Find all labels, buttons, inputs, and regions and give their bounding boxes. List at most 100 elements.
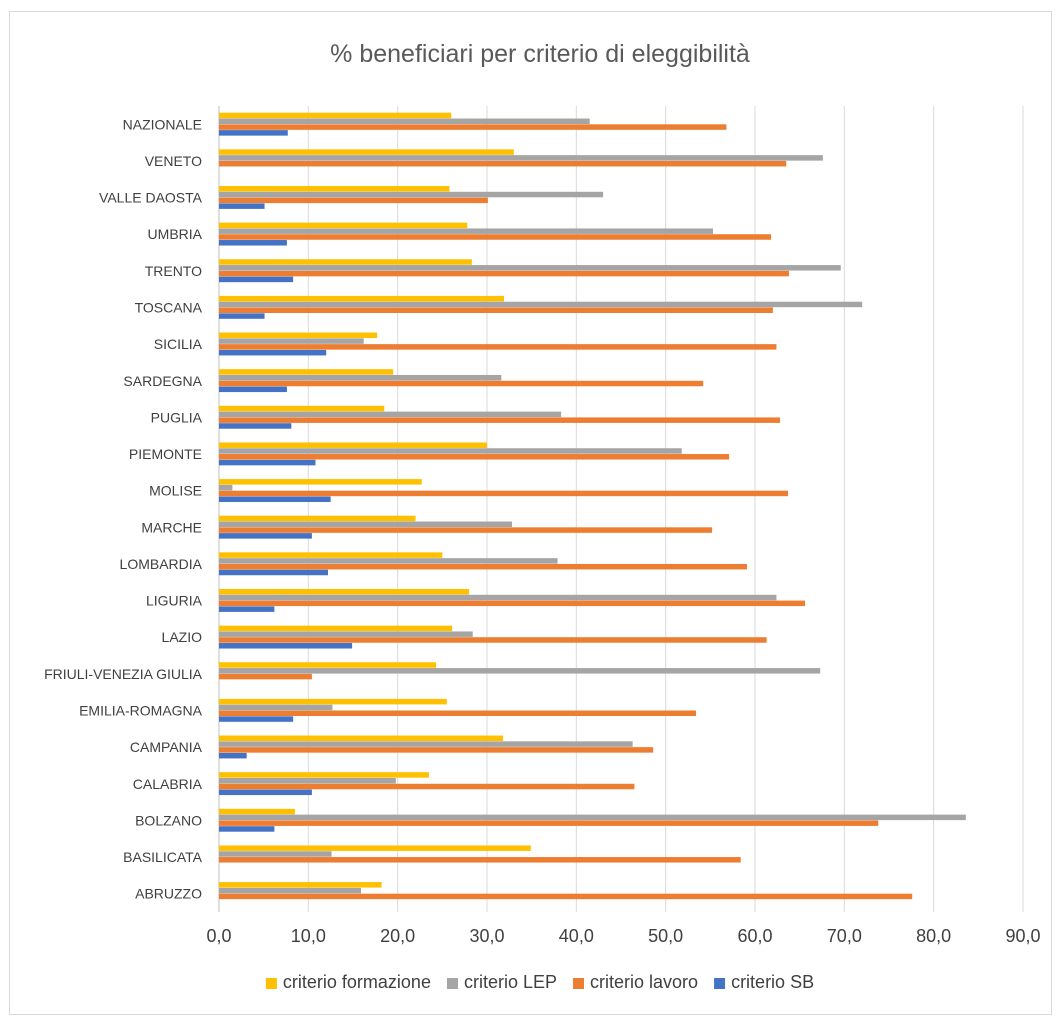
legend-swatch (265, 978, 277, 989)
bar (219, 552, 443, 558)
category-label: LOMBARDIA (120, 556, 203, 572)
bar (219, 826, 275, 832)
bar (219, 332, 378, 339)
category-label: NAZIONALE (123, 116, 202, 132)
x-tick-label: 0,0 (206, 926, 231, 946)
bar (219, 191, 604, 198)
bar (219, 668, 821, 674)
bar (219, 203, 265, 209)
legend-item: criterio formazione (265, 972, 431, 992)
category-label: MARCHE (141, 519, 202, 535)
bar (219, 558, 558, 564)
x-tick-label: 40,0 (559, 926, 594, 946)
bar (219, 155, 823, 161)
x-tick-label: 70,0 (827, 926, 862, 946)
bar (219, 772, 429, 778)
bar (219, 313, 265, 319)
bar (219, 240, 287, 246)
category-label: PUGLIA (151, 409, 203, 425)
bar (219, 197, 488, 204)
category-label: VALLE DAOSTA (99, 190, 203, 206)
category-label: FRIULI-VENEZIA GIULIA (44, 666, 203, 682)
bar (219, 276, 294, 283)
bar (219, 479, 422, 485)
bar (219, 160, 787, 167)
bar (219, 411, 562, 418)
bar (219, 149, 514, 155)
x-tick-label: 80,0 (916, 926, 951, 946)
x-axis-tick-labels: 0,0 10,0 20,0 30,0 40,0 50,0 60,0 70,0 80,0 90,0 (206, 926, 1040, 946)
category-label: PIEMONTE (129, 446, 202, 462)
bar (219, 735, 504, 742)
legend-label: criterio SB (731, 972, 814, 992)
legend-swatch (573, 978, 585, 989)
bar (219, 606, 275, 612)
bar (219, 588, 470, 595)
bar (219, 130, 288, 136)
bar (219, 459, 316, 466)
bar (219, 423, 292, 429)
category-label: BASILICATA (123, 849, 203, 865)
bar (219, 777, 396, 784)
category-label: EMILIA-ROMAGNA (79, 703, 203, 719)
bar (219, 808, 295, 815)
bar (219, 752, 247, 759)
bar (219, 442, 487, 448)
bar (219, 698, 447, 705)
legend-swatch (714, 978, 726, 989)
bar (219, 716, 294, 722)
bar (219, 265, 841, 271)
bar (219, 741, 633, 747)
category-label: LIGURIA (146, 593, 203, 609)
bar (219, 417, 781, 423)
bar (219, 405, 385, 412)
bar (219, 814, 966, 821)
bar (219, 662, 437, 668)
bar (219, 845, 531, 851)
x-tick-label: 50,0 (648, 926, 683, 946)
bar (219, 527, 713, 533)
bar (219, 515, 416, 522)
legend-label: criterio lavoro (590, 972, 698, 992)
bar (219, 783, 635, 790)
category-label: BOLZANO (135, 812, 202, 828)
bar (219, 307, 773, 313)
bar (219, 893, 913, 900)
bar (219, 185, 450, 192)
bar (219, 631, 473, 637)
bar (219, 228, 714, 234)
bar (219, 374, 502, 381)
category-label: ABRUZZO (135, 886, 202, 902)
bar (219, 704, 333, 711)
bar (219, 344, 777, 350)
legend: criterio formazione criterio LEP criterio … (265, 972, 814, 992)
category-label: CALABRIA (133, 776, 203, 792)
bar (219, 380, 704, 387)
category-label: SICILIA (154, 336, 203, 352)
bar (219, 369, 394, 375)
legend-item: criterio LEP (446, 972, 557, 992)
legend-item: criterio lavoro (573, 972, 698, 992)
bar (219, 454, 730, 460)
category-label: SARDEGNA (123, 373, 202, 389)
x-tick-label: 20,0 (380, 926, 415, 946)
bar (219, 851, 332, 857)
category-label: TOSCANA (135, 300, 203, 316)
bar (219, 386, 287, 393)
bar (219, 295, 504, 302)
bar (219, 637, 767, 643)
category-label: MOLISE (149, 483, 202, 499)
bar (219, 789, 312, 796)
bar (219, 673, 312, 680)
legend-item: criterio SB (714, 972, 814, 992)
bar (219, 563, 747, 570)
bar (219, 259, 472, 265)
bar (219, 643, 353, 649)
bar (219, 124, 727, 130)
bar (219, 301, 863, 308)
bar (219, 710, 697, 716)
bar (219, 118, 590, 125)
x-tick-label: 60,0 (737, 926, 772, 946)
bar (219, 569, 328, 576)
